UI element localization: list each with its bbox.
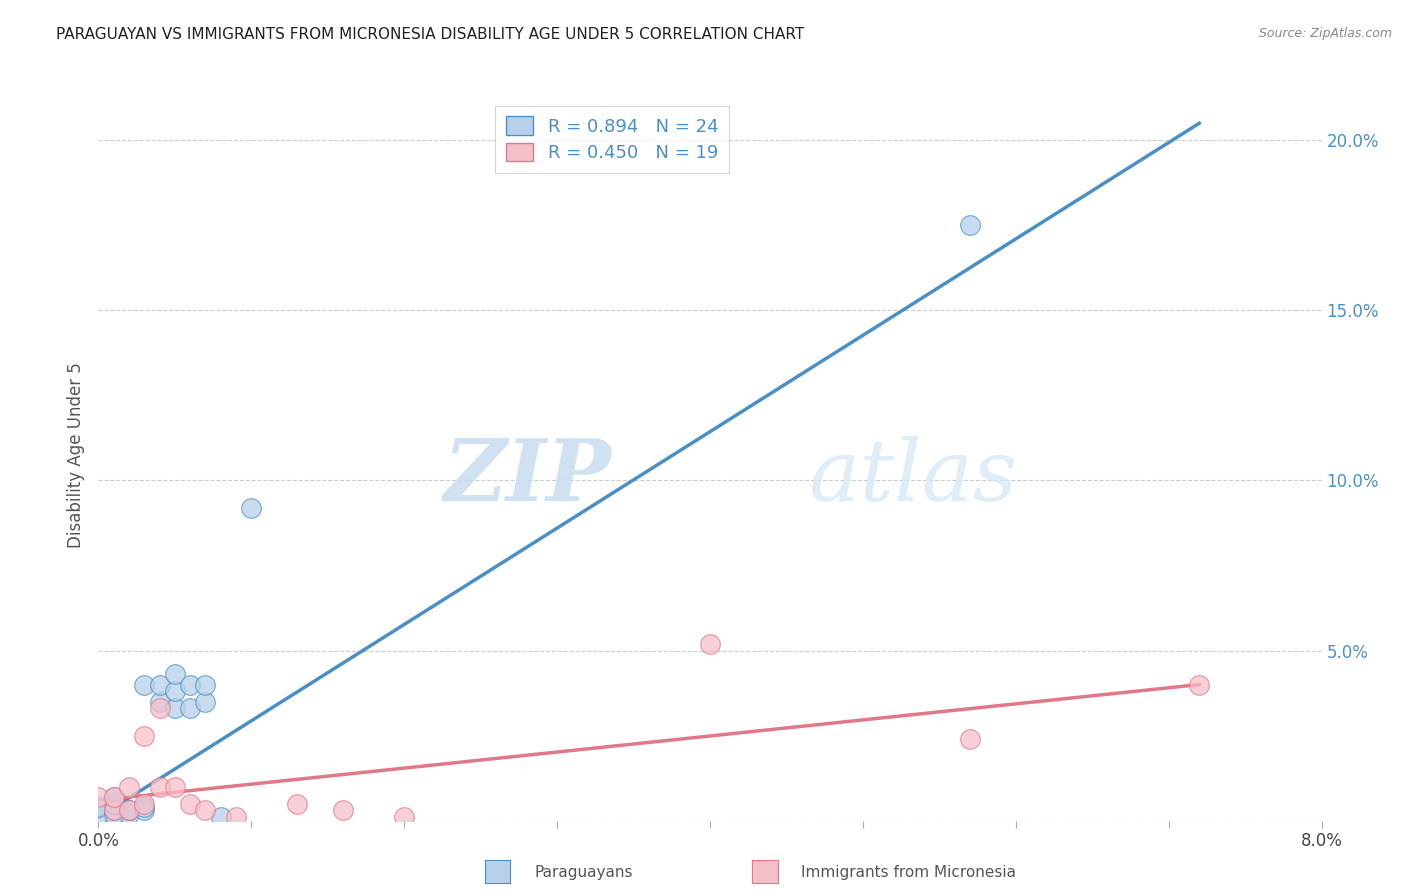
- Point: [163, 667, 186, 681]
- Point: [134, 800, 156, 814]
- Text: Source: ZipAtlas.com: Source: ZipAtlas.com: [1258, 27, 1392, 40]
- Text: atlas: atlas: [808, 435, 1017, 518]
- Point: [699, 637, 721, 651]
- Point: [1188, 677, 1211, 691]
- Text: Paraguayans: Paraguayans: [534, 865, 633, 880]
- Point: [225, 810, 247, 824]
- Point: [163, 684, 186, 698]
- Point: [392, 810, 416, 824]
- Y-axis label: Disability Age Under 5: Disability Age Under 5: [66, 362, 84, 548]
- Point: [163, 701, 186, 715]
- Point: [103, 804, 125, 818]
- Point: [959, 219, 981, 233]
- Point: [103, 789, 125, 804]
- Point: [194, 804, 217, 818]
- Point: [149, 780, 172, 794]
- Point: [209, 810, 232, 824]
- Point: [103, 806, 125, 821]
- Text: ZIP: ZIP: [444, 435, 612, 518]
- Point: [194, 677, 217, 691]
- Point: [285, 797, 308, 811]
- Point: [959, 731, 981, 746]
- Point: [118, 804, 141, 818]
- Point: [149, 695, 172, 709]
- Point: [118, 780, 141, 794]
- Point: [134, 677, 156, 691]
- Point: [163, 780, 186, 794]
- Text: PARAGUAYAN VS IMMIGRANTS FROM MICRONESIA DISABILITY AGE UNDER 5 CORRELATION CHAR: PARAGUAYAN VS IMMIGRANTS FROM MICRONESIA…: [56, 27, 804, 42]
- Point: [134, 729, 156, 743]
- Point: [118, 804, 141, 818]
- Text: Immigrants from Micronesia: Immigrants from Micronesia: [801, 865, 1017, 880]
- Point: [149, 701, 172, 715]
- Point: [103, 804, 125, 818]
- Point: [87, 800, 110, 814]
- Point: [87, 806, 110, 821]
- Point: [149, 677, 172, 691]
- Point: [118, 806, 141, 821]
- Point: [179, 677, 201, 691]
- Point: [103, 789, 125, 804]
- Point: [118, 804, 141, 818]
- Point: [134, 797, 156, 811]
- Point: [240, 500, 263, 515]
- Point: [87, 789, 110, 804]
- Point: [332, 804, 354, 818]
- Point: [194, 695, 217, 709]
- Point: [103, 797, 125, 811]
- Point: [134, 804, 156, 818]
- Legend: R = 0.894   N = 24, R = 0.450   N = 19: R = 0.894 N = 24, R = 0.450 N = 19: [495, 105, 730, 173]
- Point: [179, 797, 201, 811]
- Point: [179, 701, 201, 715]
